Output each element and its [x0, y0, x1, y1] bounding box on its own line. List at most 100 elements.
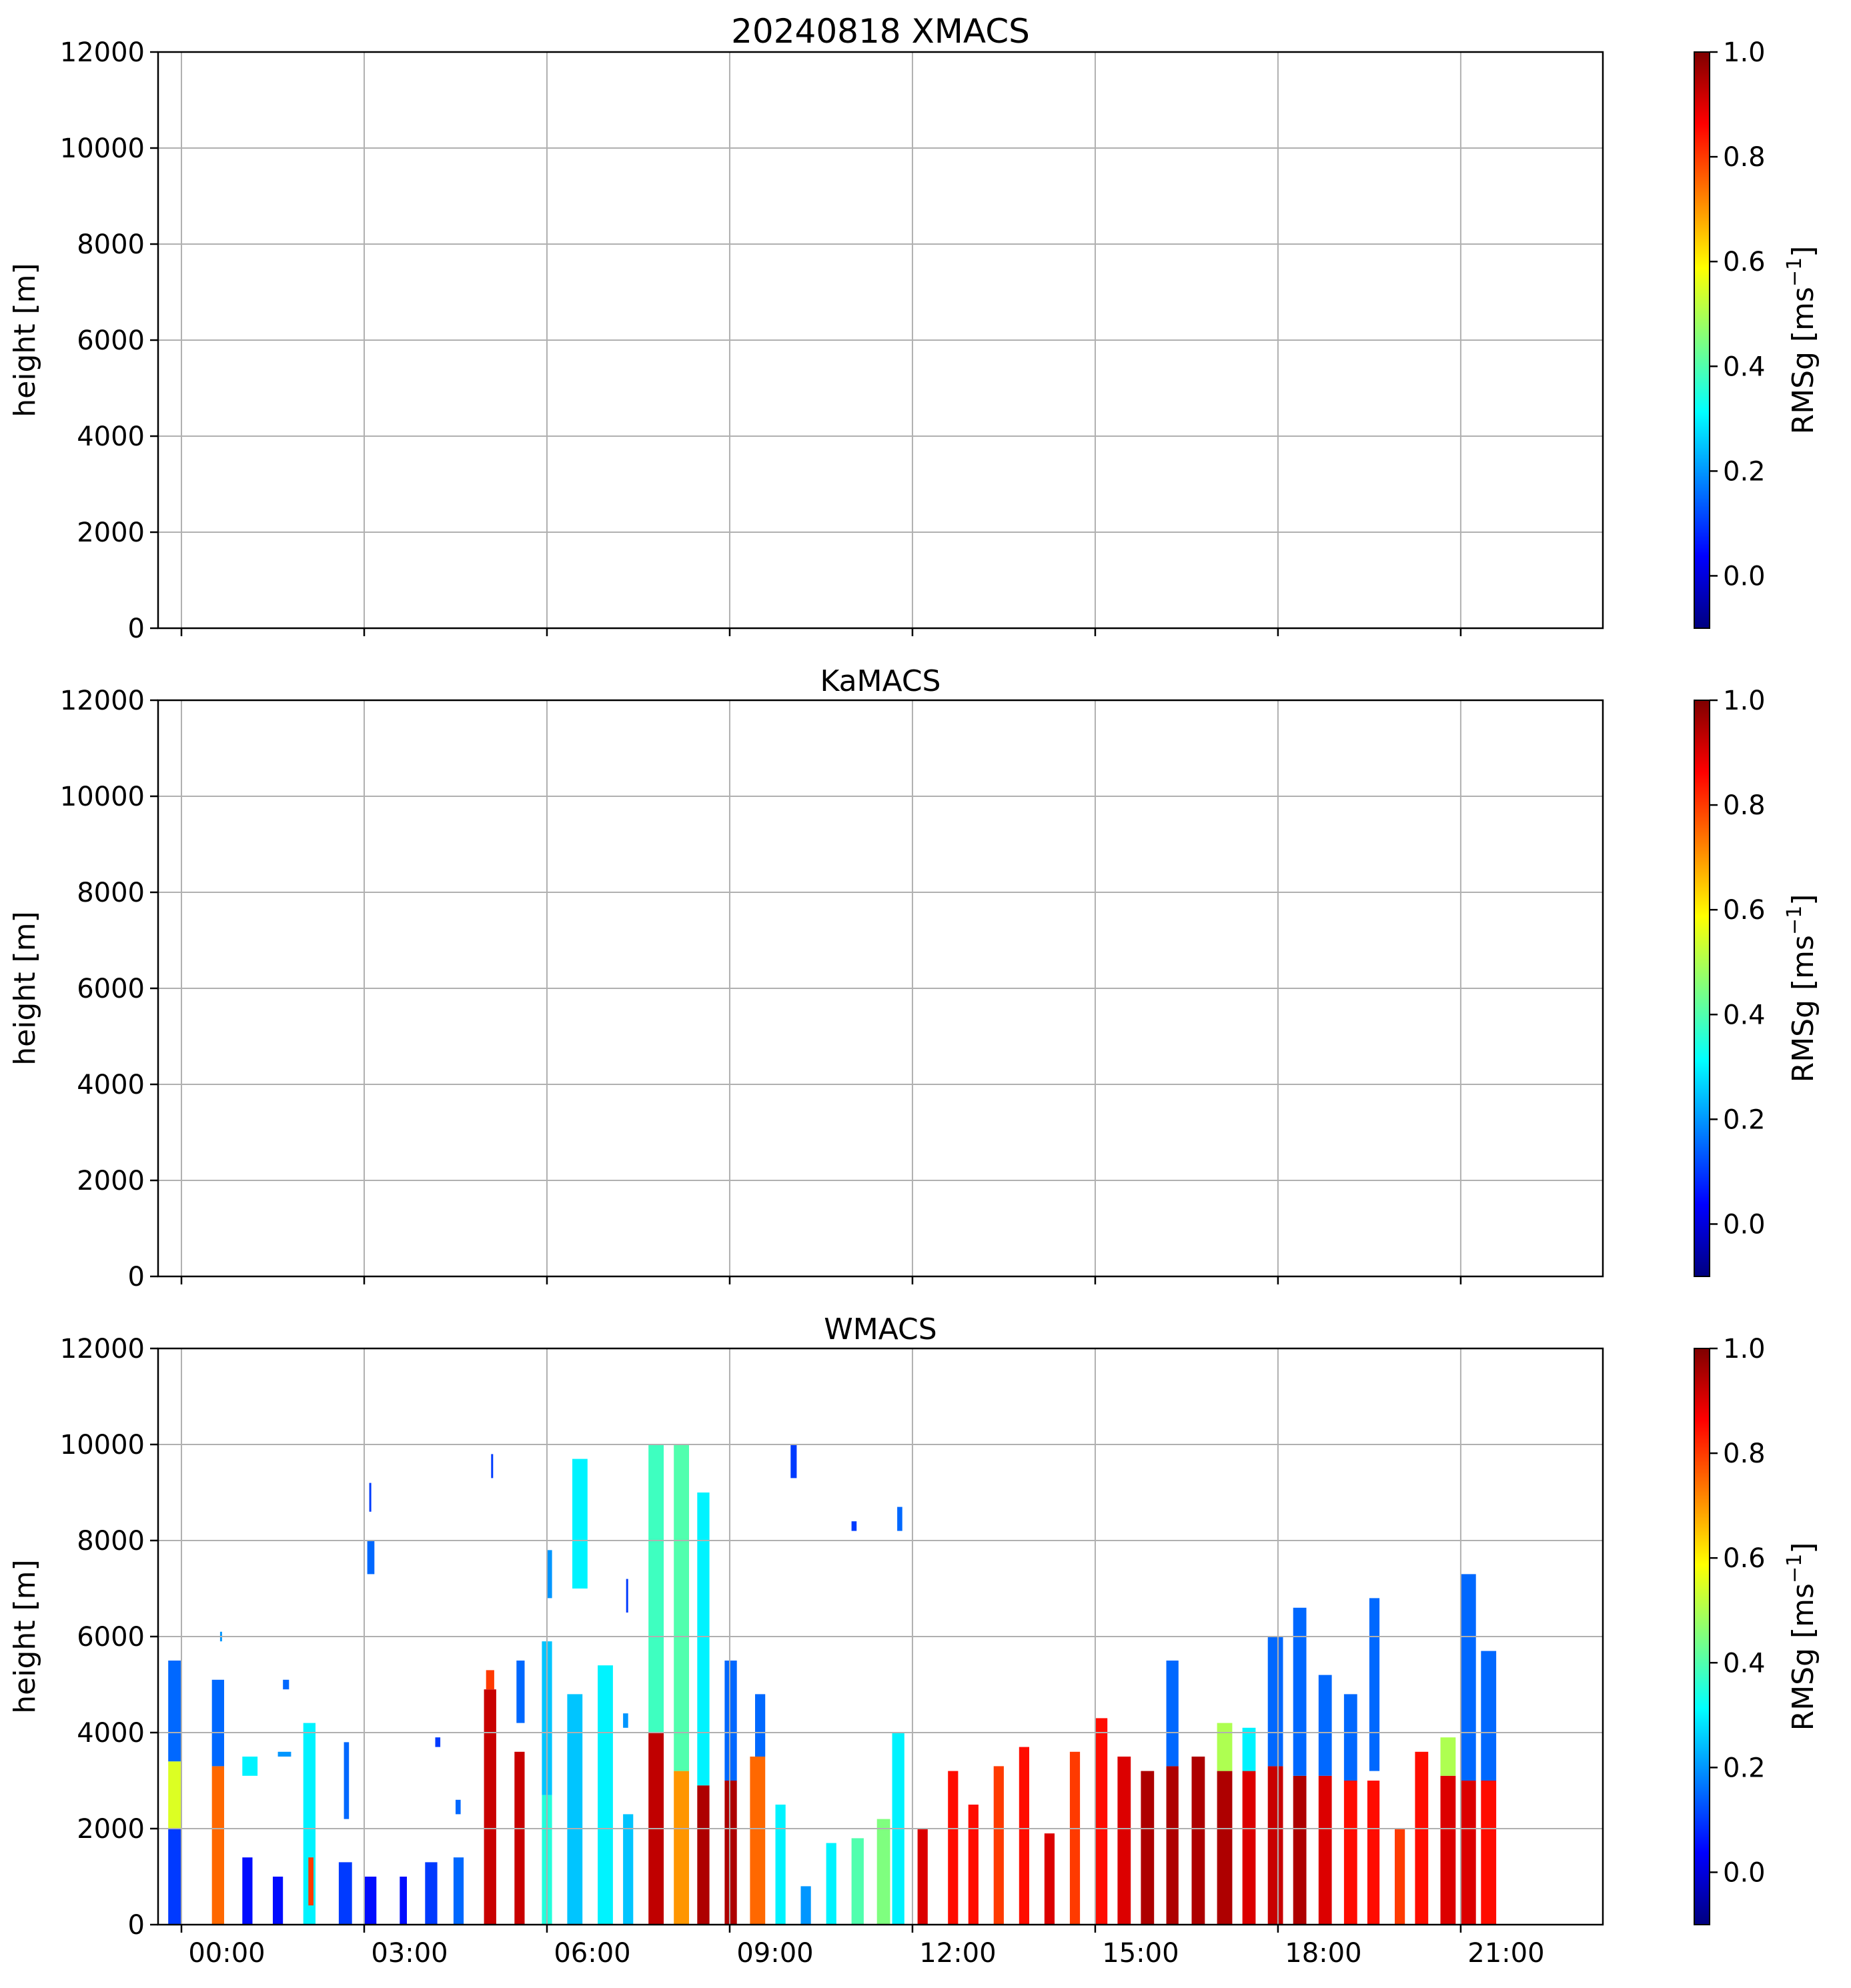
heatmap-cell — [800, 1886, 811, 1925]
heatmap-cell — [1166, 1766, 1179, 1925]
heatmap-cell — [369, 1482, 372, 1512]
heatmap-cell — [598, 1665, 613, 1925]
x-tick-label: 12:00 — [919, 1938, 996, 1969]
heatmap-cell — [1343, 1694, 1357, 1781]
heatmap-cell — [168, 1661, 181, 1762]
y-tick-label: 0 — [128, 614, 145, 644]
heatmap-cell — [168, 1829, 181, 1925]
colorbar-label: RMSg [ms−1] — [1783, 894, 1820, 1083]
heatmap-cell — [697, 1493, 710, 1786]
heatmap-cell — [1242, 1727, 1256, 1771]
heatmap-cell — [453, 1857, 464, 1925]
heatmap-cell — [968, 1805, 979, 1925]
y-tick-label: 6000 — [77, 325, 145, 356]
y-tick-label: 2000 — [77, 1814, 145, 1845]
y-tick-label: 12000 — [60, 37, 145, 68]
heatmap-cell — [168, 1761, 181, 1829]
panel-2: 0 2000 4000 6000 8000 10000 12000 KaMACS height … — [8, 664, 1820, 1292]
colorbar-tick-label: 0.2 — [1723, 1104, 1766, 1135]
heatmap-cell — [242, 1757, 258, 1776]
heatmap-cell — [425, 1862, 438, 1925]
y-tick-label: 10000 — [60, 782, 145, 812]
x-tick-label: 03:00 — [371, 1938, 448, 1969]
heatmap-cell — [1166, 1661, 1179, 1767]
heatmap-cell — [435, 1737, 441, 1747]
heatmap-cell — [775, 1805, 786, 1925]
y-tick-label: 8000 — [77, 229, 145, 260]
heatmap-cell — [211, 1679, 224, 1767]
heatmap-cell — [1217, 1771, 1233, 1925]
y-tick-label: 12000 — [60, 686, 145, 716]
heatmap-cell — [790, 1444, 797, 1478]
heatmap-cell — [456, 1799, 461, 1815]
x-tick-label: 00:00 — [188, 1938, 265, 1969]
x-tick-label: 09:00 — [736, 1938, 813, 1969]
y-tick-label: 4000 — [77, 1718, 145, 1749]
heatmap-cell — [826, 1843, 836, 1925]
heatmap-cell — [211, 1766, 224, 1925]
heatmap-cell — [674, 1771, 689, 1925]
heatmap-cell — [626, 1579, 628, 1613]
y-tick-label: 4000 — [77, 421, 145, 452]
panel-title: WMACS — [824, 1312, 937, 1346]
heatmap-cell — [1318, 1675, 1332, 1776]
heatmap-cell — [567, 1694, 583, 1925]
heatmap-cell — [1044, 1833, 1055, 1925]
heatmap-cell — [273, 1877, 283, 1925]
heatmap-cell — [1481, 1651, 1497, 1781]
heatmap-cell — [1460, 1574, 1476, 1781]
panel-3: 0 2000 4000 6000 8000 10000 12000 00:00 03:00 06:… — [8, 1312, 1820, 1969]
heatmap-cell — [1440, 1775, 1456, 1925]
heatmap-cell — [514, 1751, 525, 1925]
heatmap-cell — [948, 1771, 959, 1925]
x-tick-label: 06:00 — [554, 1938, 630, 1969]
heatmap-cell — [1369, 1598, 1380, 1771]
colorbar-tick-label: 0.8 — [1723, 790, 1766, 821]
panel-1: 0 2000 4000 6000 8000 10000 12000 20240818 XMAC… — [8, 12, 1820, 644]
y-axis-label: height [m] — [8, 911, 42, 1065]
heatmap-cell — [572, 1458, 588, 1589]
y-tick-label: 4000 — [77, 1070, 145, 1100]
colorbar-tick-label: 0.8 — [1723, 1438, 1766, 1469]
colorbar-tick-label: 1.0 — [1723, 1334, 1766, 1364]
colorbar-tick-label: 0.2 — [1723, 1753, 1766, 1783]
heatmap-cell — [1069, 1751, 1081, 1925]
heatmap-cell — [1293, 1775, 1307, 1925]
heatmap-cell — [876, 1819, 890, 1925]
heatmap-cell — [750, 1757, 766, 1925]
heatmap-cell — [1481, 1781, 1497, 1925]
colorbar-tick-label: 0.8 — [1723, 142, 1766, 173]
heatmap-cell — [367, 1541, 375, 1575]
y-tick-label: 8000 — [77, 878, 145, 908]
heatmap-cell — [338, 1862, 352, 1925]
colorbar-tick-label: 0.6 — [1723, 1543, 1766, 1574]
y-tick-label: 10000 — [60, 1430, 145, 1460]
heatmap-cell — [1293, 1607, 1307, 1776]
x-tick-label: 18:00 — [1285, 1938, 1361, 1969]
heatmap-cell — [724, 1661, 737, 1781]
heatmap-cell — [1117, 1757, 1131, 1925]
heatmap-cell — [1141, 1771, 1155, 1925]
heatmap-cell — [648, 1444, 664, 1733]
y-tick-label: 6000 — [77, 1622, 145, 1653]
heatmap-cell — [1267, 1637, 1283, 1767]
heatmap-cell — [516, 1661, 525, 1723]
y-axis-label: height [m] — [8, 263, 42, 417]
y-tick-label: 8000 — [77, 1526, 145, 1557]
colorbar — [1694, 700, 1710, 1277]
y-tick-label: 2000 — [77, 518, 145, 548]
heatmap-cell — [897, 1507, 902, 1531]
colorbar-label: RMSg [ms−1] — [1783, 246, 1820, 435]
x-tick-label: 15:00 — [1102, 1938, 1179, 1969]
heatmap-cell — [400, 1877, 407, 1925]
heatmap-cell — [1191, 1757, 1205, 1925]
heatmap-cell — [697, 1785, 710, 1925]
heatmap-cell — [1267, 1766, 1283, 1925]
heatmap-cell — [1395, 1829, 1405, 1925]
colorbar-tick-label: 0.0 — [1723, 1209, 1766, 1240]
panel-title: 20240818 XMACS — [731, 12, 1030, 51]
heatmap-cell — [1367, 1781, 1380, 1925]
colorbar-tick-label: 1.0 — [1723, 37, 1766, 68]
heatmap-cell — [1460, 1781, 1476, 1925]
heatmap-cell — [724, 1781, 737, 1925]
